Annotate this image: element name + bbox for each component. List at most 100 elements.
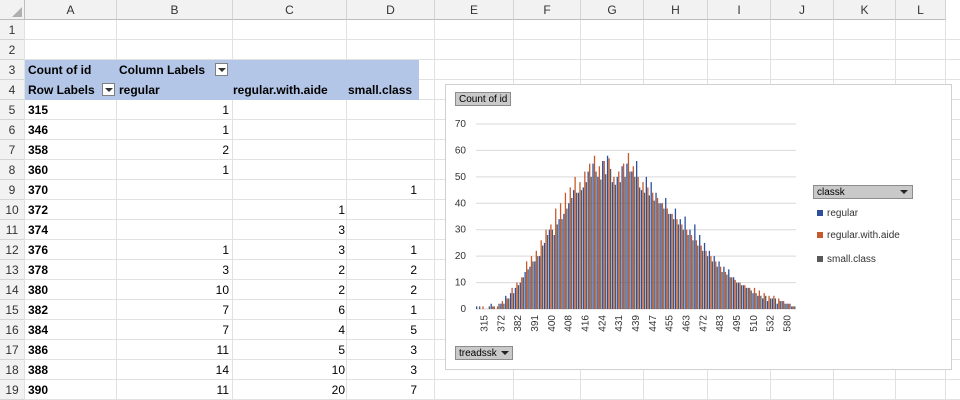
bar-regular[interactable] xyxy=(645,176,647,309)
bar-regular[interactable] xyxy=(766,301,769,309)
bar-small-class[interactable] xyxy=(750,290,752,310)
bar-small-class[interactable] xyxy=(546,235,549,309)
bar-regular-with-aide[interactable] xyxy=(622,163,625,309)
bar-small-class[interactable] xyxy=(634,176,636,309)
column-header-h[interactable]: H xyxy=(644,0,708,20)
bar-regular-with-aide[interactable] xyxy=(521,277,523,309)
bar-regular-with-aide[interactable] xyxy=(482,306,484,309)
bar-small-class[interactable] xyxy=(556,224,558,309)
bar-regular-with-aide[interactable] xyxy=(753,287,756,309)
bar-regular-with-aide[interactable] xyxy=(782,301,785,309)
bar-regular-with-aide[interactable] xyxy=(724,272,727,309)
bar-small-class[interactable] xyxy=(619,182,621,309)
row-header-9[interactable]: 9 xyxy=(0,180,25,200)
pivot-cell-regular[interactable]: 10 xyxy=(215,283,229,297)
row-header-17[interactable]: 17 xyxy=(0,340,25,360)
bar-regular-with-aide[interactable] xyxy=(792,306,794,309)
pivot-cell-small[interactable]: 7 xyxy=(410,383,417,397)
bar-regular[interactable] xyxy=(776,303,778,309)
pivot-row-label[interactable]: 386 xyxy=(28,343,49,357)
bar-regular-with-aide[interactable] xyxy=(787,303,790,309)
bar-regular-with-aide[interactable] xyxy=(676,219,678,309)
bar-small-class[interactable] xyxy=(721,272,723,309)
pivot-cell-aide[interactable]: 2 xyxy=(338,263,345,277)
axis-field-button[interactable]: treadssk xyxy=(455,346,513,360)
bar-regular[interactable] xyxy=(514,287,517,309)
bar-small-class[interactable] xyxy=(590,176,592,309)
bar-small-class[interactable] xyxy=(794,306,796,309)
pivot-row-label[interactable]: 380 xyxy=(28,283,49,297)
bar-regular-with-aide[interactable] xyxy=(734,279,736,309)
column-header-b[interactable]: B xyxy=(117,0,233,20)
bar-small-class[interactable] xyxy=(663,208,665,309)
pivot-cell-regular[interactable]: 2 xyxy=(222,143,229,157)
bar-small-class[interactable] xyxy=(769,298,772,309)
bar-regular[interactable] xyxy=(699,235,701,309)
pivot-row-label[interactable]: 382 xyxy=(28,303,49,317)
bar-regular-with-aide[interactable] xyxy=(559,203,562,309)
bar-regular[interactable] xyxy=(674,208,677,309)
bar-regular[interactable] xyxy=(771,298,774,309)
pivot-row-label[interactable]: 315 xyxy=(28,103,49,117)
bar-regular[interactable] xyxy=(640,190,643,309)
bar-regular-with-aide[interactable] xyxy=(501,301,504,309)
bar-regular-with-aide[interactable] xyxy=(666,208,668,309)
pivot-row-label[interactable]: 376 xyxy=(28,243,49,257)
bar-small-class[interactable] xyxy=(682,229,684,309)
bar-regular-with-aide[interactable] xyxy=(579,182,581,309)
bar-regular-with-aide[interactable] xyxy=(540,240,542,309)
pivot-cell-regular[interactable] xyxy=(117,200,229,220)
bar-regular-with-aide[interactable] xyxy=(613,176,615,309)
bar-regular-with-aide[interactable] xyxy=(642,182,644,309)
bar-regular-with-aide[interactable] xyxy=(695,240,697,309)
pivot-cell-small[interactable] xyxy=(347,160,417,180)
pivot-row-label[interactable]: 360 xyxy=(28,163,49,177)
pivot-row-label[interactable]: 388 xyxy=(28,363,49,377)
bar-regular-with-aide[interactable] xyxy=(555,208,557,309)
bar-regular[interactable] xyxy=(490,303,492,309)
column-header-k[interactable]: K xyxy=(834,0,896,20)
bar-regular-with-aide[interactable] xyxy=(710,256,712,309)
pivot-cell-aide[interactable] xyxy=(231,140,345,160)
bar-regular-with-aide[interactable] xyxy=(715,261,717,309)
bar-small-class[interactable] xyxy=(571,198,573,309)
pivot-cell-small[interactable] xyxy=(347,100,417,120)
row-header-19[interactable]: 19 xyxy=(0,380,25,400)
column-header-e[interactable]: E xyxy=(435,0,514,20)
bar-regular-with-aide[interactable] xyxy=(564,192,567,309)
bar-small-class[interactable] xyxy=(726,274,728,309)
pivot-cell-aide[interactable]: 6 xyxy=(338,303,345,317)
bar-small-class[interactable] xyxy=(697,245,699,309)
bar-regular-with-aide[interactable] xyxy=(632,166,634,309)
bar-small-class[interactable] xyxy=(653,200,655,309)
pivot-cell-aide[interactable]: 3 xyxy=(338,223,345,237)
pivot-cell-regular[interactable] xyxy=(117,180,229,200)
bar-regular[interactable] xyxy=(476,306,478,309)
pivot-cell-regular[interactable]: 3 xyxy=(222,263,229,277)
pivot-row-label[interactable]: 384 xyxy=(28,323,49,337)
bar-regular-with-aide[interactable] xyxy=(758,290,761,310)
bar-regular-with-aide[interactable] xyxy=(647,187,649,309)
bar-small-class[interactable] xyxy=(774,298,777,309)
pivot-cell-aide[interactable]: 5 xyxy=(338,343,345,357)
bar-small-class[interactable] xyxy=(629,171,631,309)
bar-small-class[interactable] xyxy=(561,219,563,309)
bar-regular-with-aide[interactable] xyxy=(525,261,528,309)
pivot-cell-regular[interactable]: 1 xyxy=(222,163,229,177)
bar-regular[interactable] xyxy=(568,203,570,309)
pivot-cell-small[interactable]: 1 xyxy=(410,183,417,197)
bar-regular-with-aide[interactable] xyxy=(690,235,693,309)
bar-small-class[interactable] xyxy=(745,287,747,309)
bar-small-class[interactable] xyxy=(692,240,694,309)
bar-regular-with-aide[interactable] xyxy=(603,161,605,309)
pivot-cell-aide[interactable]: 20 xyxy=(331,383,345,397)
bar-small-class[interactable] xyxy=(672,219,675,309)
column-header-f[interactable]: F xyxy=(514,0,581,20)
pivot-cell-aide[interactable]: 3 xyxy=(338,243,345,257)
bar-small-class[interactable] xyxy=(779,301,781,309)
bar-regular[interactable] xyxy=(718,261,720,309)
pivot-cell-aide[interactable] xyxy=(231,100,345,120)
bar-regular[interactable] xyxy=(621,166,623,309)
pivot-row-label[interactable]: 370 xyxy=(28,183,49,197)
bar-small-class[interactable] xyxy=(658,203,660,309)
